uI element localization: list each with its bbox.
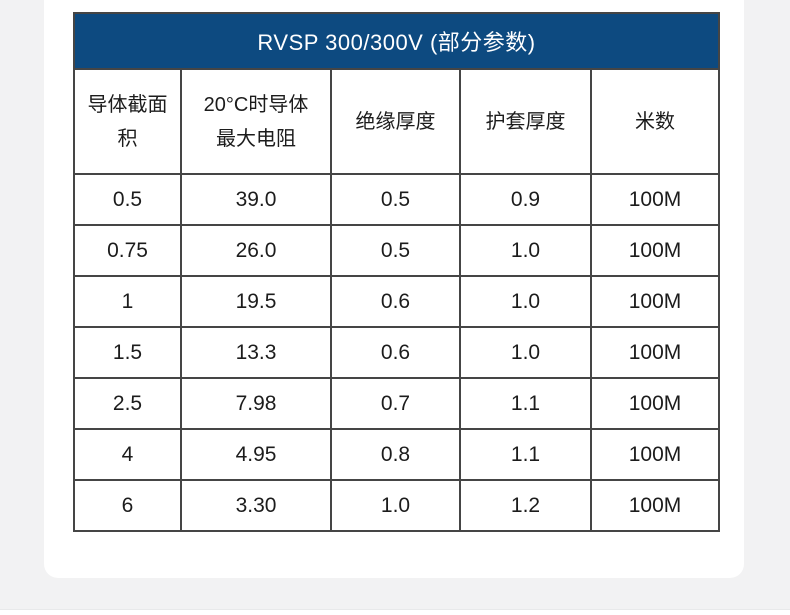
col-header-sheath-thickness: 护套厚度: [459, 68, 592, 175]
table-cell: 100M: [589, 275, 721, 328]
table-cell: 0.75: [73, 224, 182, 277]
table-row: 4 4.95 0.8 1.1 100M: [73, 428, 721, 481]
col-header-meters: 米数: [589, 68, 721, 175]
col-header-max-resistance-20c: 20°C时导体 最大电阻: [180, 68, 332, 175]
table-cell: 19.5: [180, 275, 332, 328]
table-cell: 100M: [589, 479, 721, 532]
table-cell: 3.30: [180, 479, 332, 532]
table-title: RVSP 300/300V (部分参数): [72, 12, 721, 70]
table-row: 0.5 39.0 0.5 0.9 100M: [73, 173, 721, 226]
col-header-insulation-thickness: 绝缘厚度: [330, 68, 461, 175]
table-cell: 39.0: [180, 173, 332, 226]
table-cell: 0.5: [330, 224, 461, 277]
table-cell: 1.1: [459, 428, 592, 481]
table-cell: 0.5: [73, 173, 182, 226]
table-row: 6 3.30 1.0 1.2 100M: [73, 479, 721, 532]
table-cell: 1.0: [459, 326, 592, 379]
table-cell: 4.95: [180, 428, 332, 481]
table-cell: 100M: [589, 173, 721, 226]
table-title-row: RVSP 300/300V (部分参数): [72, 12, 721, 70]
table-cell: 7.98: [180, 377, 332, 430]
table-cell: 1.0: [459, 275, 592, 328]
table-cell: 100M: [589, 377, 721, 430]
table-cell: 0.5: [330, 173, 461, 226]
table-cell: 1.1: [459, 377, 592, 430]
table-cell: 6: [73, 479, 182, 532]
table-cell: 0.9: [459, 173, 592, 226]
table-cell: 0.7: [330, 377, 461, 430]
table-row: 1.5 13.3 0.6 1.0 100M: [73, 326, 721, 379]
table-cell: 100M: [589, 326, 721, 379]
table-cell: 1: [73, 275, 182, 328]
table-cell: 4: [73, 428, 182, 481]
table-cell: 1.0: [330, 479, 461, 532]
table-header-row: 导体截面 积 20°C时导体 最大电阻 绝缘厚度 护套厚度 米数: [73, 68, 721, 175]
table-row: 2.5 7.98 0.7 1.1 100M: [73, 377, 721, 430]
content-card: RVSP 300/300V (部分参数) 导体截面 积 20°C时导体 最大电阻…: [44, 0, 744, 578]
table-cell: 1.0: [459, 224, 592, 277]
spec-table: RVSP 300/300V (部分参数) 导体截面 积 20°C时导体 最大电阻…: [72, 12, 721, 532]
table-cell: 100M: [589, 224, 721, 277]
table-cell: 26.0: [180, 224, 332, 277]
table-row: 1 19.5 0.6 1.0 100M: [73, 275, 721, 328]
col-header-conductor-cross-section: 导体截面 积: [73, 68, 182, 175]
table-cell: 1.2: [459, 479, 592, 532]
table-cell: 0.6: [330, 326, 461, 379]
table-cell: 2.5: [73, 377, 182, 430]
table-row: 0.75 26.0 0.5 1.0 100M: [73, 224, 721, 277]
table-cell: 0.8: [330, 428, 461, 481]
table-cell: 0.6: [330, 275, 461, 328]
table-cell: 1.5: [73, 326, 182, 379]
table-cell: 13.3: [180, 326, 332, 379]
table-cell: 100M: [589, 428, 721, 481]
page-bottom-divider: [0, 609, 790, 615]
